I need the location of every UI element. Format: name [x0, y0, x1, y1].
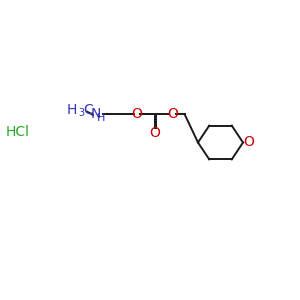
- Text: O: O: [167, 107, 178, 121]
- Text: O: O: [149, 126, 160, 140]
- Text: C: C: [83, 103, 93, 116]
- Text: N: N: [91, 107, 101, 121]
- Text: H: H: [66, 103, 76, 116]
- Text: O: O: [243, 136, 254, 149]
- Text: HCl: HCl: [6, 125, 30, 139]
- Text: O: O: [131, 107, 142, 121]
- Text: 3: 3: [78, 107, 84, 118]
- Text: H: H: [97, 112, 105, 123]
